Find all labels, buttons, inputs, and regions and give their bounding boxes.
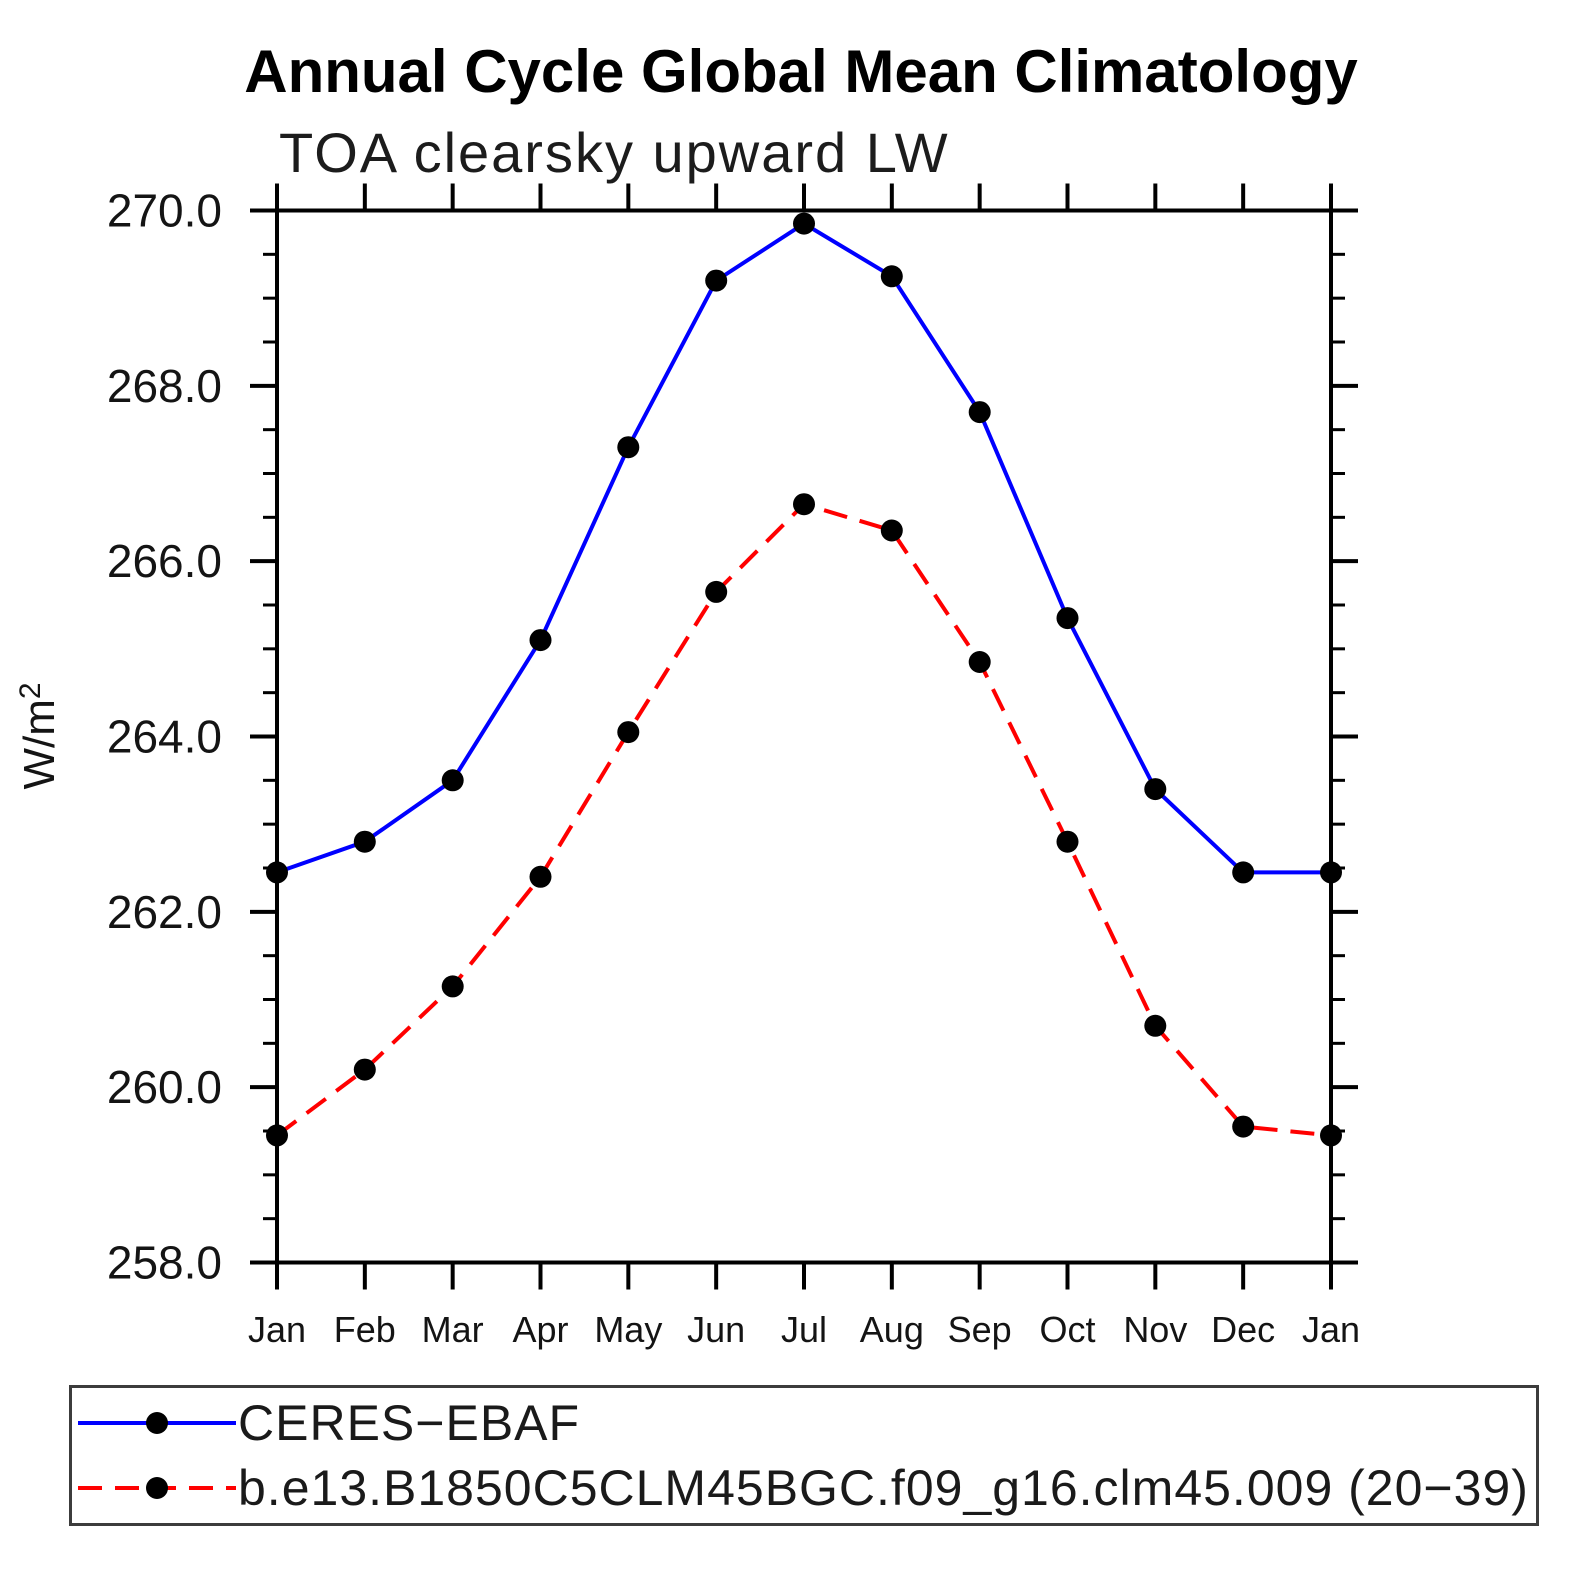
legend-swatch-solid-blue <box>78 1411 236 1434</box>
chart-title: Annual Cycle Global Mean Climatology <box>244 38 1358 105</box>
y-axis-tick-label: 260.0 <box>107 1061 222 1113</box>
x-axis-month-label: Sep <box>948 1309 1012 1350</box>
x-axis-month-label: Apr <box>512 1309 568 1350</box>
data-point-marker-s1-8 <box>968 651 991 673</box>
data-point-marker-s0-12 <box>1320 861 1342 884</box>
x-axis-month-label: Jan <box>1302 1309 1360 1350</box>
y-axis-tick-label: 266.0 <box>107 535 222 587</box>
data-point-marker-s1-11 <box>1232 1115 1255 1138</box>
x-axis-month-label: Oct <box>1039 1309 1095 1350</box>
data-point-marker-s0-1 <box>353 830 376 853</box>
data-point-marker-s1-10 <box>1144 1014 1167 1037</box>
legend-entry-ceres: CERES−EBAF <box>76 1392 1536 1454</box>
legend-marker-dot <box>146 1477 168 1500</box>
legend-entry-model: b.e13.B1850C5CLM45BGC.f09_g16.clm45.009 … <box>76 1457 1536 1519</box>
series-line-1 <box>275 501 1332 1138</box>
data-point-marker-s0-11 <box>1232 861 1255 884</box>
x-axis-month-label: Mar <box>422 1309 484 1350</box>
plot-area: 258.0 260.0 262.0 264.0 266.0 268.0 270.0 Jan Fe… <box>14 183 1360 1350</box>
data-point-marker-s1-1 <box>353 1058 376 1081</box>
x-axis-month-label: Nov <box>1123 1309 1187 1350</box>
legend: CERES−EBAF b.e13.B1850C5CLM45BGC.f09_g16… <box>69 1385 1539 1526</box>
data-point-marker-s1-7 <box>880 519 903 542</box>
data-point-marker-s1-2 <box>441 975 464 998</box>
x-axis-month-label: Feb <box>334 1309 396 1350</box>
y-axis-tick-label: 258.0 <box>107 1237 222 1289</box>
x-axis-month-label: Dec <box>1211 1309 1275 1350</box>
data-point-marker-s0-10 <box>1144 778 1167 801</box>
y-axis-tick-label: 262.0 <box>107 886 222 938</box>
data-point-marker-s0-8 <box>968 401 991 424</box>
data-point-marker-s1-6 <box>793 493 815 516</box>
chart-subtitle: TOA clearsky upward LW <box>279 121 950 184</box>
data-point-marker-s0-3 <box>529 629 552 652</box>
data-point-marker-s0-4 <box>617 436 640 459</box>
data-point-marker-s0-9 <box>1056 607 1079 630</box>
data-point-marker-s1-9 <box>1056 830 1079 853</box>
legend-label-model: b.e13.B1850C5CLM45BGC.f09_g16.clm45.009 … <box>238 1460 1529 1517</box>
x-axis-month-label: Jan <box>248 1309 306 1350</box>
y-axis-tick-label: 270.0 <box>107 185 222 237</box>
data-point-marker-s0-6 <box>793 212 815 235</box>
data-point-marker-s1-3 <box>529 865 552 888</box>
data-point-marker-s1-4 <box>617 721 640 744</box>
data-point-marker-s1-12 <box>1320 1124 1342 1147</box>
x-axis-month-label: Jun <box>687 1309 745 1350</box>
data-point-marker-s0-0 <box>266 861 288 884</box>
y-axis-tick-label: 264.0 <box>107 711 222 763</box>
legend-marker-dot <box>146 1411 168 1434</box>
x-axis-month-label: Jul <box>781 1309 827 1350</box>
axis-frame <box>275 208 1333 1265</box>
data-point-marker-s0-7 <box>880 265 903 288</box>
data-point-marker-s1-0 <box>266 1124 288 1147</box>
data-point-marker-s0-5 <box>705 269 728 292</box>
y-axis-title: W/m2 <box>14 682 64 789</box>
data-point-marker-s0-2 <box>441 769 464 792</box>
x-axis-month-label: May <box>594 1309 662 1350</box>
data-point-marker-s1-5 <box>705 580 728 603</box>
legend-swatch-dashed-red <box>78 1477 236 1500</box>
y-axis-tick-label: 268.0 <box>107 360 222 412</box>
series-line-0 <box>276 221 1331 875</box>
x-axis-month-label: Aug <box>860 1309 924 1350</box>
legend-label-ceres: CERES−EBAF <box>238 1394 581 1451</box>
